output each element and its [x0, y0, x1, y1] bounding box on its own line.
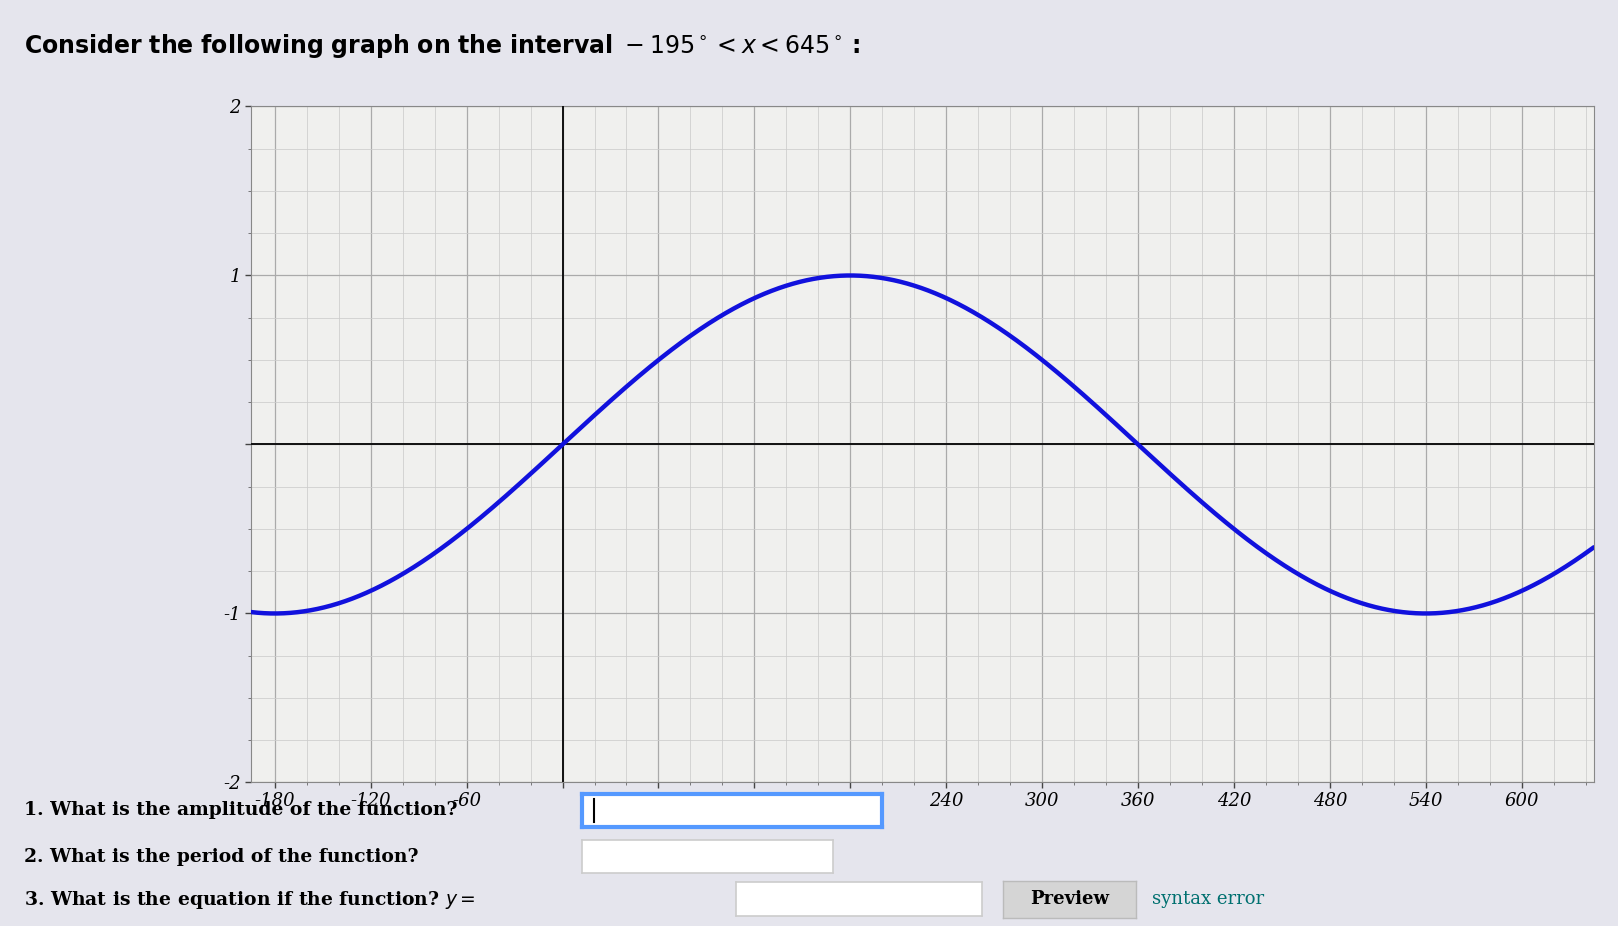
Text: Preview: Preview: [1031, 890, 1108, 908]
Text: syntax error: syntax error: [1152, 890, 1264, 908]
Text: 2. What is the period of the function?: 2. What is the period of the function?: [24, 847, 419, 866]
Text: 1. What is the amplitude of the function?: 1. What is the amplitude of the function…: [24, 801, 458, 820]
Text: $\bf{Consider\ the\ following\ graph\ on\ the\ interval}$$\ -195^\circ < x < 645: $\bf{Consider\ the\ following\ graph\ on…: [24, 32, 861, 60]
Text: 3. What is the equation if the function? $y =$: 3. What is the equation if the function?…: [24, 889, 476, 911]
